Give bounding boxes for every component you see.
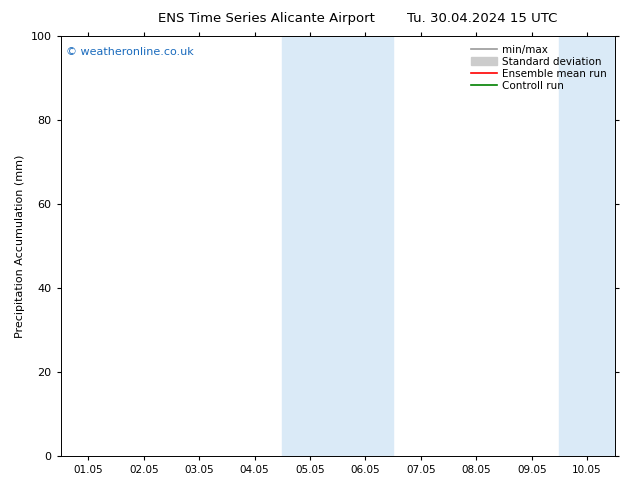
Text: © weatheronline.co.uk: © weatheronline.co.uk xyxy=(66,47,194,57)
Text: ENS Time Series Alicante Airport: ENS Time Series Alicante Airport xyxy=(158,12,375,25)
Text: Tu. 30.04.2024 15 UTC: Tu. 30.04.2024 15 UTC xyxy=(406,12,557,25)
Y-axis label: Precipitation Accumulation (mm): Precipitation Accumulation (mm) xyxy=(15,154,25,338)
Bar xyxy=(559,36,615,456)
Legend: min/max, Standard deviation, Ensemble mean run, Controll run: min/max, Standard deviation, Ensemble me… xyxy=(467,42,610,94)
Bar xyxy=(282,36,393,456)
